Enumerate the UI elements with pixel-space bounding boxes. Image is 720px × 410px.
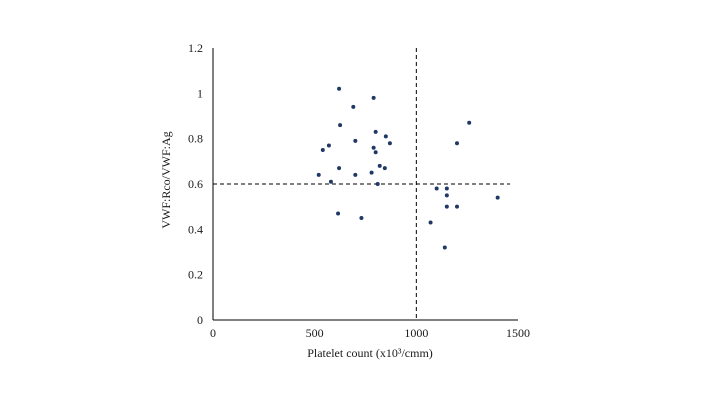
y-axis-ticks: 0 0.2 0.4 0.6 0.8 1 1.2 <box>188 41 203 327</box>
data-point <box>369 170 374 175</box>
data-point <box>338 123 343 128</box>
x-tick-label: 1500 <box>506 326 530 340</box>
data-points <box>316 86 500 250</box>
data-point <box>444 204 449 209</box>
data-point <box>467 120 472 125</box>
data-point <box>377 163 382 168</box>
y-tick-label: 0.8 <box>188 132 203 146</box>
data-point <box>444 193 449 198</box>
data-point <box>455 204 459 209</box>
data-point <box>316 172 321 177</box>
y-tick-label: 0 <box>197 313 203 327</box>
data-point <box>328 179 333 184</box>
data-point <box>442 245 447 250</box>
data-point <box>336 211 341 216</box>
y-tick-label: 0.4 <box>188 222 203 236</box>
data-point <box>434 186 439 191</box>
data-point <box>320 148 325 152</box>
data-point <box>371 95 376 100</box>
data-point <box>428 220 433 225</box>
y-tick-label: 0.2 <box>188 268 203 282</box>
data-point <box>359 216 364 220</box>
y-tick-label: 1 <box>197 86 203 100</box>
y-tick-label: 1.2 <box>188 41 203 55</box>
data-point <box>326 143 331 148</box>
data-point <box>337 86 342 91</box>
data-point <box>337 166 342 171</box>
data-point <box>387 141 392 146</box>
data-point <box>371 145 376 150</box>
x-tick-label: 1000 <box>404 326 428 340</box>
x-tick-label: 0 <box>210 326 216 340</box>
data-point <box>375 182 380 186</box>
data-point <box>353 138 358 143</box>
y-tick-label: 0.6 <box>188 177 203 191</box>
data-point <box>444 186 449 191</box>
data-point <box>351 104 356 109</box>
data-point <box>373 129 378 134</box>
data-point <box>373 150 378 155</box>
x-tick-label: 500 <box>306 326 324 340</box>
x-axis-title: Platelet count (x10³/cmm) <box>307 346 433 360</box>
data-point <box>383 134 388 139</box>
y-axis-title: VWF:Rco/VWF:Ag <box>159 131 173 228</box>
data-point <box>455 141 459 146</box>
data-point <box>353 172 358 177</box>
x-axis-ticks: 0 500 1000 1500 <box>210 326 530 340</box>
data-point <box>495 195 500 200</box>
data-point <box>382 166 387 171</box>
